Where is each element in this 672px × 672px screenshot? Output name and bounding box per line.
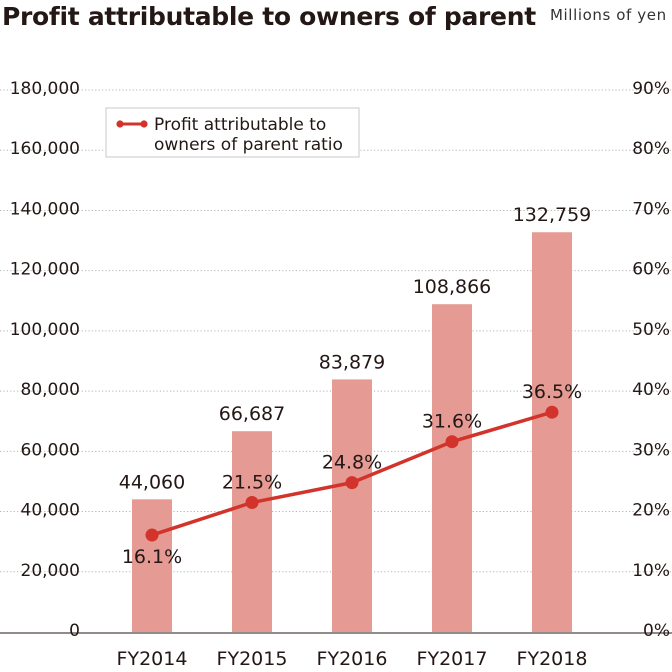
right-tick-label: 80%	[632, 139, 670, 159]
ratio-point	[345, 476, 359, 490]
legend-label-line1: Profit attributable to	[154, 115, 326, 135]
ratio-point	[145, 528, 159, 542]
category-labels: FY2014 FY2015 FY2016 FY2017 FY2018	[117, 648, 588, 670]
category-label: FY2018	[517, 648, 588, 670]
ratio-point	[245, 496, 259, 510]
left-tick-label: 20,000	[21, 561, 80, 581]
bar	[132, 499, 172, 632]
legend-marker-right	[140, 120, 148, 128]
right-tick-label: 50%	[632, 320, 670, 340]
bar-value-label: 66,687	[219, 403, 285, 425]
ratio-point	[445, 435, 459, 449]
legend-label-line2: owners of parent ratio	[154, 135, 343, 155]
gridlines	[0, 89, 672, 634]
ratio-point	[545, 405, 559, 419]
left-tick-label: 160,000	[10, 139, 80, 159]
ratio-value-label: 31.6%	[422, 411, 482, 433]
unit-label: Millions of yen	[550, 6, 667, 24]
legend: Profit attributable to owners of parent …	[105, 107, 360, 158]
left-tick-label: 140,000	[10, 199, 80, 219]
chart-title: Profit attributable to owners of parent	[2, 2, 536, 31]
ratio-value-label: 24.8%	[322, 452, 382, 474]
left-tick-label: 120,000	[10, 260, 80, 280]
bar	[532, 232, 572, 632]
data-labels: 44,060 66,687 83,879 108,866 132,759 16.1% 21.…	[119, 204, 592, 568]
left-tick-label: 80,000	[21, 380, 80, 400]
left-tick-label: 100,000	[10, 320, 80, 340]
bar-value-label: 132,759	[513, 204, 592, 226]
legend-box	[105, 107, 360, 158]
right-tick-label: 90%	[632, 79, 670, 99]
ratio-value-label: 16.1%	[122, 546, 182, 568]
left-axis-ticks: 0 20,000 40,000 60,000 80,000 100,000 120,000 1…	[10, 79, 80, 641]
bar	[432, 304, 472, 632]
right-tick-label: 40%	[632, 380, 670, 400]
left-tick-label: 0	[69, 621, 80, 641]
right-tick-label: 30%	[632, 440, 670, 460]
bar-value-label: 108,866	[413, 276, 492, 298]
bar-value-label: 44,060	[119, 471, 185, 493]
category-label: FY2017	[417, 648, 488, 670]
right-tick-label: 20%	[632, 501, 670, 521]
left-tick-label: 40,000	[21, 501, 80, 521]
right-tick-label: 10%	[632, 561, 670, 581]
category-label: FY2015	[217, 648, 288, 670]
bar	[232, 431, 272, 632]
ratio-line	[145, 405, 559, 542]
bar	[332, 379, 372, 632]
legend-marker-left	[116, 120, 124, 128]
category-label: FY2014	[117, 648, 188, 670]
bars	[132, 232, 572, 632]
right-axis-ticks: 0% 10% 20% 30% 40% 50% 60% 70% 80% 90%	[632, 79, 670, 641]
right-tick-label: 0%	[643, 621, 670, 641]
left-tick-label: 60,000	[21, 440, 80, 460]
right-tick-label: 70%	[632, 199, 670, 219]
bar-value-label: 83,879	[319, 351, 385, 373]
ratio-value-label: 21.5%	[222, 472, 282, 494]
category-label: FY2016	[317, 648, 388, 670]
left-tick-label: 180,000	[10, 79, 80, 99]
right-tick-label: 60%	[632, 260, 670, 280]
ratio-value-label: 36.5%	[522, 381, 582, 403]
